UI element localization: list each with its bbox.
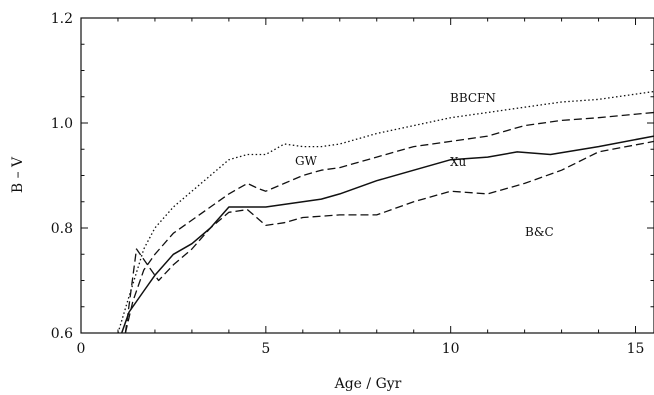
series-label-bbcfn: BBCFN <box>450 91 496 105</box>
series-lines <box>117 90 654 334</box>
series-label-xu: Xu <box>450 155 467 169</box>
y-tick-label: 0.8 <box>51 221 73 237</box>
series-label-bc: B&C <box>525 225 554 239</box>
series-label-gw: GW <box>295 154 318 168</box>
y-axis-label: B – V <box>10 156 26 193</box>
x-tick-label: 0 <box>77 341 86 357</box>
x-tick-label: 5 <box>261 341 270 357</box>
series-line-3 <box>124 140 654 334</box>
y-tick-label: 0.6 <box>51 326 73 342</box>
series-line-1 <box>124 111 654 334</box>
axis-ticks <box>80 17 654 334</box>
x-tick-label: 15 <box>627 341 645 357</box>
series-line-2 <box>120 135 654 334</box>
y-tick-label: 1.2 <box>51 11 73 27</box>
x-tick-label: 10 <box>442 341 460 357</box>
plot-frame <box>80 17 654 334</box>
series-line-0 <box>117 90 654 334</box>
x-axis-label: Age / Gyr <box>334 376 402 392</box>
tick-labels: 0 5 10 15 0.6 0.8 1.0 1.2 <box>51 11 645 357</box>
y-tick-label: 1.0 <box>51 116 73 132</box>
